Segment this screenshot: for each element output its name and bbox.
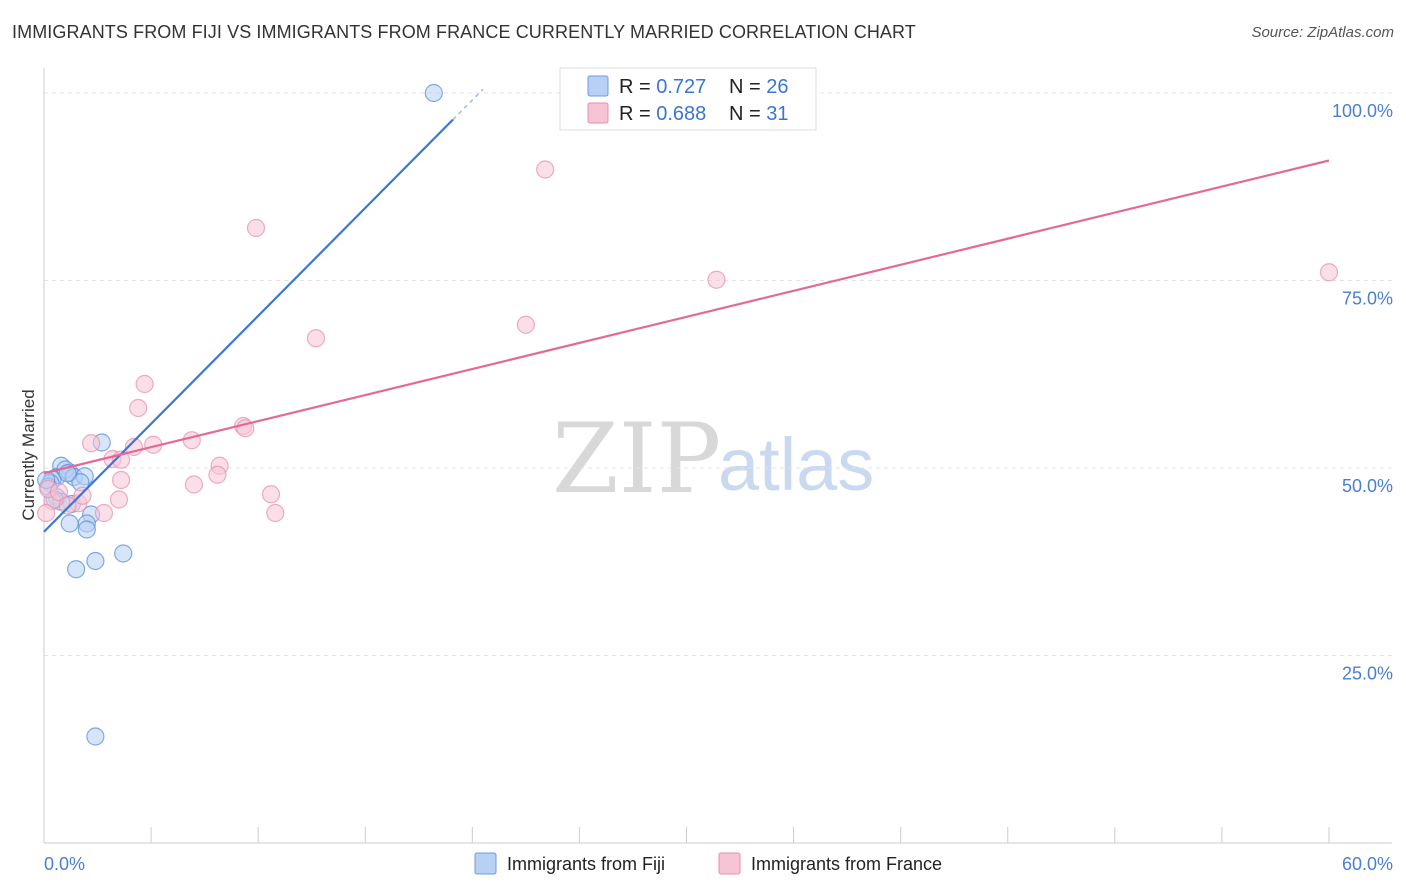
fiji-trendline [43,118,454,533]
svg-text:N = 26: N = 26 [729,76,789,98]
chart-title: IMMIGRANTS FROM FIJI VS IMMIGRANTS FROM … [12,22,916,42]
france-point [707,270,726,289]
fiji-point [114,544,133,563]
legend-r-label-fiji: R = [619,76,656,98]
legend-n-label-fiji: N = [729,76,766,98]
france-point [306,329,326,348]
france-point [73,486,92,505]
france-point [49,482,69,502]
legend-r-value-fiji: 0.727 [656,76,706,98]
watermark-atlas: atlas [718,423,874,506]
legend-n-label-france: N = [729,103,766,125]
y-tick-labels: 25.0% 50.0% 75.0% 100.0% [1332,101,1393,684]
france-point [208,465,227,484]
france-point [111,470,131,490]
fiji-point [424,83,443,103]
svg-text:R = 0.727: R = 0.727 [619,76,706,98]
bottom-legend-swatch-france [718,852,741,875]
correlation-legend: R = 0.727 N = 26 R = 0.688 N = 31 [559,67,817,131]
france-point [261,485,281,504]
legend-swatch-france [587,102,609,124]
y-axis-label: Currently Married [19,389,38,520]
france-point [536,160,555,179]
fiji-trendline-extension [452,88,484,120]
source-credit: Source: ZipAtlas.com [1251,24,1394,41]
france-point [129,398,148,418]
series-legend: Immigrants from Fiji Immigrants from Fra… [474,852,942,875]
france-point [82,434,101,453]
france-point [516,315,535,334]
bottom-legend-label-france: Immigrants from France [751,854,942,874]
trendlines [43,88,1330,533]
gridlines [44,92,1392,656]
france-point [266,503,285,523]
france-point [94,503,114,523]
fiji-point [60,514,79,533]
legend-n-value-france: 31 [766,103,788,125]
svg-text:N = 31: N = 31 [729,103,789,125]
legend-r-label-france: R = [619,103,656,125]
y-tick-label: 50.0% [1342,476,1393,496]
y-tick-label: 25.0% [1342,664,1393,684]
legend-swatch-fiji [587,75,609,97]
y-tick-label: 100.0% [1332,101,1393,121]
svg-text:R = 0.688: R = 0.688 [619,103,706,125]
watermark-zip: ZIP [552,403,721,515]
x-tick-label-max: 60.0% [1342,854,1393,874]
axes [43,68,1392,844]
x-ticks [43,827,1330,843]
x-tick-label-min: 0.0% [44,854,85,874]
france-trendline [43,159,1330,475]
france-point [109,490,129,509]
france-point [246,218,266,238]
bottom-legend-label-fiji: Immigrants from Fiji [507,854,665,874]
france-point [184,475,204,494]
fiji-point [86,727,105,746]
france-point [58,496,77,515]
fiji-points [37,83,443,746]
france-point [1319,263,1339,282]
legend-n-value-fiji: 26 [766,76,788,98]
fiji-point [86,551,105,571]
legend-r-value-france: 0.688 [656,103,706,125]
fiji-point [67,560,86,579]
y-tick-label: 75.0% [1342,289,1393,309]
france-point [37,503,56,523]
france-point [182,431,201,450]
bottom-legend-swatch-fiji [474,852,497,875]
fiji-point [77,520,96,539]
france-point [135,374,154,394]
